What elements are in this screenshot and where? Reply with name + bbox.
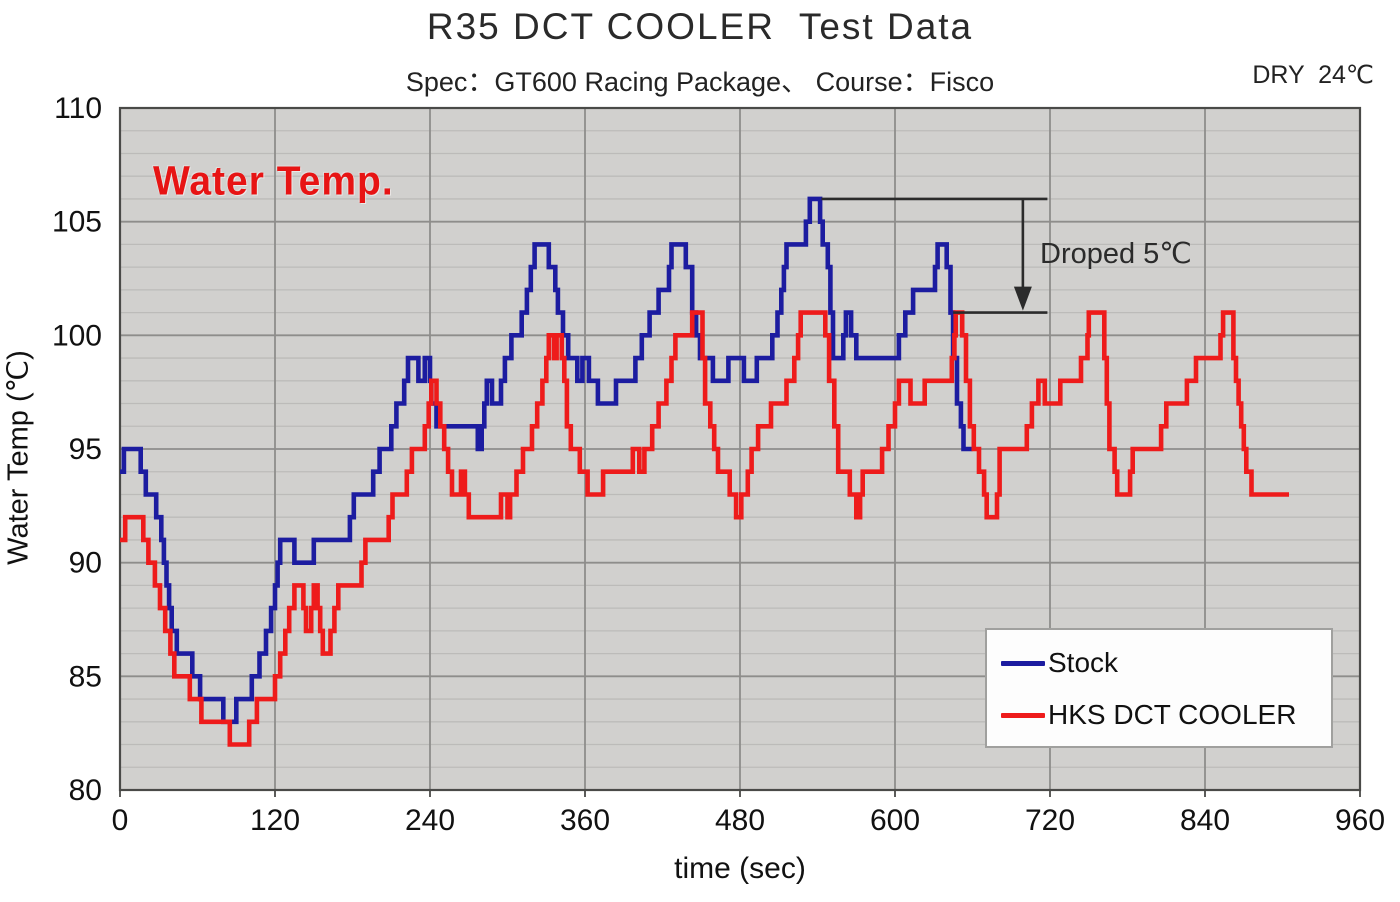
weather-condition-label: DRY 24℃ [1252,61,1374,89]
legend: Stock HKS DCT COOLER [985,628,1333,748]
y-tick-label: 110 [54,92,102,125]
x-tick-label: 0 [112,804,129,837]
y-tick-label: 80 [69,774,102,807]
x-tick-label: 840 [1180,804,1230,837]
y-axis-title: Water Temp (℃) [2,350,35,565]
x-tick-label: 960 [1335,804,1385,837]
x-tick-label: 240 [405,804,455,837]
stock-line-swatch [1001,660,1045,666]
x-tick-label: 720 [1025,804,1075,837]
x-axis-title: time (sec) [674,852,806,885]
y-tick-label: 95 [69,433,102,466]
legend-item-stock: Stock [1001,647,1119,678]
hks-line-swatch [1001,712,1045,718]
y-tick-label: 100 [52,319,102,352]
legend-label-stock: Stock [1048,647,1119,678]
water-temp-label: Water Temp. [153,158,394,205]
chart-title: R35 DCT COOLER Test Data [426,6,974,47]
series-line-stock [120,196,973,725]
legend-label-hks: HKS DCT COOLER [1048,699,1297,730]
legend-item-hks: HKS DCT COOLER [1001,699,1297,730]
plot-border [118,106,1362,792]
x-tick-label: 360 [560,804,610,837]
x-tick-label: 480 [715,804,765,837]
y-tick-label: 90 [69,547,102,580]
chart-subtitle: Spec：GT600 Racing Package、 Course：Fisco [405,67,995,97]
y-tick-label: 85 [69,660,102,693]
series-line-hks [120,310,1289,747]
y-tick-label: 105 [52,206,102,239]
x-tick-label: 600 [870,804,920,837]
x-tick-label: 120 [250,804,300,837]
annotation-arrowhead-down [1013,286,1032,311]
drop-annotation-label: Droped 5℃ [1040,238,1192,270]
